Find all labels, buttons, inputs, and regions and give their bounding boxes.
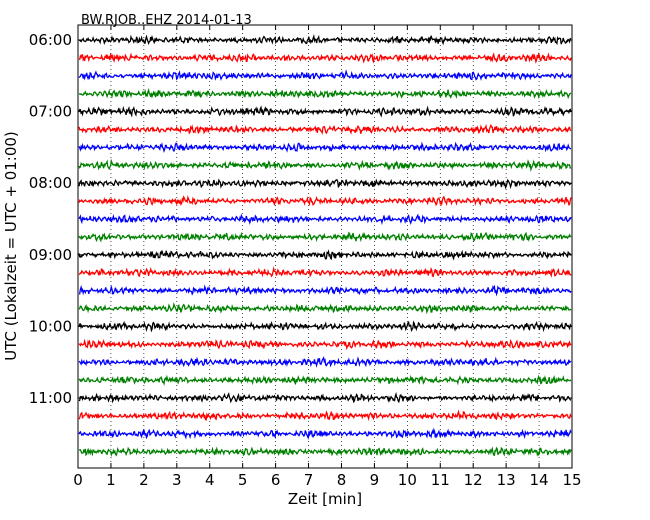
y-tick-label: 10:00 xyxy=(29,317,72,335)
seismogram-trace xyxy=(78,123,572,135)
x-tick-label: 1 xyxy=(106,471,116,489)
x-tick-label: 9 xyxy=(370,471,380,489)
seismogram-trace xyxy=(78,141,572,154)
seismogram-trace xyxy=(78,178,572,190)
y-axis-label: UTC (Lokalzeit = UTC + 01:00) xyxy=(2,131,20,361)
x-axis-label: Zeit [min] xyxy=(288,490,362,508)
x-tick-label: 5 xyxy=(238,471,248,489)
seismogram-trace xyxy=(78,69,572,81)
seismogram-trace xyxy=(78,52,572,64)
seismogram-trace xyxy=(78,213,572,226)
y-axis: 06:00 07:00 08:00 09:00 10:00 11:00 xyxy=(29,31,572,407)
x-tick-label: 15 xyxy=(562,471,581,489)
x-tick-label: 7 xyxy=(304,471,314,489)
seismogram-trace xyxy=(78,356,572,369)
x-tick-label: 0 xyxy=(73,471,83,489)
chart-title: BW.RJOB..EHZ 2014-01-13 xyxy=(81,13,252,28)
seismogram-trace xyxy=(78,301,572,315)
y-tick-label: 06:00 xyxy=(29,31,72,49)
x-tick-label: 2 xyxy=(139,471,149,489)
seismogram-trace xyxy=(78,446,572,458)
seismogram-trace xyxy=(78,391,572,404)
y-tick-label: 09:00 xyxy=(29,246,72,264)
seismogram-trace xyxy=(78,249,572,261)
y-tick-label: 08:00 xyxy=(29,174,72,192)
seismogram-trace xyxy=(78,195,572,207)
seismogram-trace xyxy=(78,33,572,46)
x-tick-label: 8 xyxy=(337,471,347,489)
seismogram-traces xyxy=(78,33,572,458)
seismogram-trace xyxy=(78,409,572,422)
x-axis: 0 1 2 3 4 5 6 7 8 9 10 11 12 13 14 15 xyxy=(73,25,582,489)
seismogram-trace xyxy=(78,105,572,118)
seismogram-trace xyxy=(78,231,572,243)
seismogram-trace xyxy=(78,266,572,278)
x-tick-label: 13 xyxy=(497,471,516,489)
seismogram-trace xyxy=(78,338,572,351)
plot-frame xyxy=(77,24,573,469)
x-tick-label: 11 xyxy=(431,471,450,489)
seismogram-trace xyxy=(78,427,572,441)
seismogram-trace xyxy=(78,87,572,100)
x-tick-label: 4 xyxy=(205,471,215,489)
x-tick-label: 12 xyxy=(464,471,483,489)
seismogram-trace xyxy=(78,284,572,297)
x-tick-label: 10 xyxy=(398,471,417,489)
y-tick-label: 11:00 xyxy=(29,389,72,407)
seismogram-trace xyxy=(78,158,572,173)
x-tick-label: 14 xyxy=(530,471,549,489)
seismogram-trace xyxy=(78,320,572,333)
seismogram-trace xyxy=(78,374,572,387)
x-tick-label: 3 xyxy=(172,471,182,489)
x-tick-label: 6 xyxy=(271,471,281,489)
y-tick-label: 07:00 xyxy=(29,103,72,121)
